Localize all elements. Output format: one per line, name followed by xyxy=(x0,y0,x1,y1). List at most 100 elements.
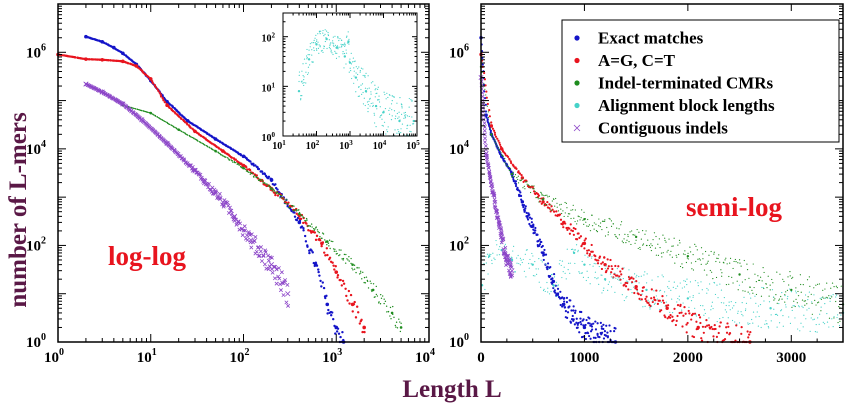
data-point xyxy=(156,116,159,118)
data-point xyxy=(390,318,392,320)
data-point xyxy=(328,239,331,241)
data-point xyxy=(814,299,816,301)
data-point xyxy=(578,271,580,273)
data-point xyxy=(516,188,519,191)
data-point xyxy=(591,250,594,253)
data-point xyxy=(398,111,400,113)
data-point xyxy=(383,121,386,123)
data-point xyxy=(488,254,491,258)
data-point xyxy=(385,305,388,307)
data-point xyxy=(510,256,512,258)
data-point xyxy=(577,251,579,253)
data-point xyxy=(649,308,651,310)
data-point xyxy=(638,231,640,233)
data-point xyxy=(514,174,517,176)
data-point xyxy=(634,284,638,289)
data-point xyxy=(828,317,831,319)
data-point xyxy=(305,62,307,65)
data-point xyxy=(546,267,549,271)
data-point xyxy=(789,271,791,273)
data-point xyxy=(601,261,604,264)
data-point xyxy=(590,243,593,247)
data-point xyxy=(737,262,739,264)
data-point xyxy=(624,233,626,236)
data-point xyxy=(566,311,570,314)
data-point xyxy=(709,283,711,285)
data-point xyxy=(384,93,386,96)
data-point xyxy=(161,119,164,121)
data-point xyxy=(626,239,628,241)
data-point xyxy=(660,309,663,312)
data-point xyxy=(554,205,556,207)
data-point xyxy=(686,321,689,325)
data-point xyxy=(641,289,644,293)
data-point xyxy=(488,124,491,127)
data-point xyxy=(370,282,372,285)
data-point xyxy=(757,275,759,277)
series-indel-terminated-cmrs xyxy=(479,65,845,324)
data-point xyxy=(601,331,604,334)
data-point xyxy=(254,164,257,167)
data-point xyxy=(652,296,656,299)
data-point xyxy=(339,46,341,48)
data-point xyxy=(345,253,347,256)
data-point xyxy=(651,279,653,281)
data-point xyxy=(727,325,730,328)
data-point xyxy=(516,176,518,179)
data-point xyxy=(396,327,399,329)
data-point xyxy=(684,250,686,252)
data-point xyxy=(653,303,656,305)
data-point xyxy=(366,101,369,103)
data-point xyxy=(326,47,328,50)
data-point xyxy=(655,295,657,297)
data-point xyxy=(241,154,246,159)
data-point xyxy=(633,273,636,275)
data-point xyxy=(546,281,548,284)
data-point xyxy=(161,97,164,100)
data-point xyxy=(794,317,796,319)
data-point xyxy=(708,317,710,319)
data-point xyxy=(312,41,315,44)
data-point xyxy=(749,322,751,325)
data-point xyxy=(785,291,787,293)
data-point xyxy=(360,84,362,86)
data-point xyxy=(598,265,600,268)
data-point xyxy=(665,306,669,310)
data-point xyxy=(483,136,487,141)
data-point xyxy=(490,121,493,124)
data-point xyxy=(386,131,389,133)
data-point xyxy=(309,43,311,45)
data-point xyxy=(302,63,304,65)
data-point xyxy=(300,98,302,100)
data-point xyxy=(702,331,705,334)
data-point xyxy=(572,248,574,250)
log-log-y-tick-label: 100 xyxy=(26,332,46,351)
data-point xyxy=(661,274,663,276)
data-point xyxy=(488,253,490,255)
data-point xyxy=(808,291,811,293)
data-point xyxy=(305,217,308,220)
data-point xyxy=(305,222,308,225)
data-point xyxy=(799,330,801,332)
data-point xyxy=(326,243,328,246)
data-point xyxy=(697,258,699,260)
data-point xyxy=(815,284,817,286)
data-point xyxy=(507,258,512,262)
data-point xyxy=(505,163,507,165)
data-point xyxy=(749,293,751,295)
data-point xyxy=(775,313,778,316)
semi-log-x-tick-label: 0 xyxy=(477,350,485,366)
data-point xyxy=(295,210,298,212)
data-point xyxy=(636,274,638,276)
data-point xyxy=(481,63,484,66)
data-point xyxy=(590,325,594,328)
data-point xyxy=(336,273,340,277)
data-point xyxy=(174,126,176,129)
data-point xyxy=(714,293,717,296)
data-point xyxy=(327,31,329,34)
data-point xyxy=(789,275,791,277)
data-point xyxy=(249,160,252,163)
data-point xyxy=(608,281,611,283)
data-point xyxy=(149,111,153,115)
data-point xyxy=(266,183,268,185)
